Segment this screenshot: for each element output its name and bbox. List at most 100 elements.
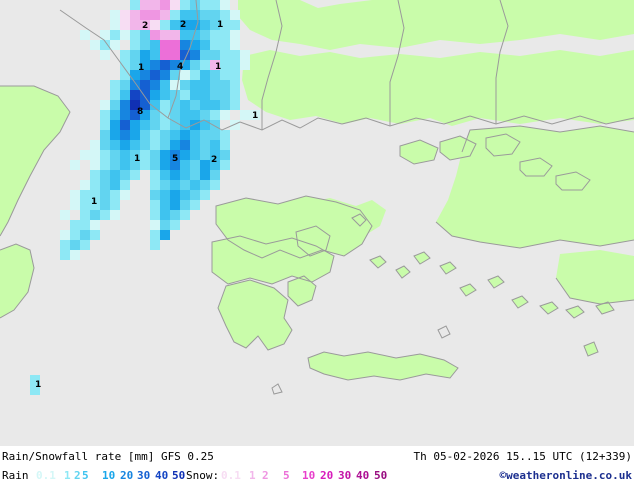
precip-cell — [210, 60, 220, 70]
precip-cell — [130, 100, 140, 110]
precip-cell — [220, 20, 240, 30]
precip-cell — [150, 20, 160, 30]
precip-cell — [160, 160, 170, 170]
precip-cell — [200, 140, 210, 150]
precip-cell — [100, 140, 110, 150]
precip-cell — [200, 70, 210, 80]
legend-scale-value: 20 — [120, 469, 134, 482]
precip-cell — [110, 120, 120, 130]
legend-scale-value: 2 — [74, 469, 81, 482]
precip-cell — [80, 180, 90, 190]
precip-cell — [60, 250, 70, 260]
precip-cell — [220, 150, 230, 160]
precip-cell — [180, 210, 190, 220]
precip-cell — [90, 210, 100, 220]
precip-cell — [160, 60, 170, 70]
precip-cell — [190, 80, 210, 90]
precip-cell — [100, 190, 110, 200]
precip-cell — [160, 220, 170, 230]
precip-value-label: 1 — [252, 111, 259, 121]
precip-cell — [140, 140, 150, 150]
precip-cell — [110, 200, 120, 210]
precip-cell — [110, 140, 120, 150]
precip-cell — [100, 120, 110, 130]
precip-cell — [230, 40, 240, 50]
precip-cell — [210, 70, 220, 80]
precip-cell — [110, 100, 120, 110]
precip-cell — [160, 0, 170, 10]
precip-cell — [210, 180, 220, 190]
precip-cell — [120, 140, 130, 150]
precip-cell — [100, 200, 110, 210]
precip-cell — [180, 150, 190, 160]
precip-cell — [140, 120, 150, 130]
precip-cell — [150, 150, 160, 160]
precip-cell — [180, 130, 190, 140]
precip-cell — [140, 0, 160, 10]
precip-cell — [120, 110, 130, 120]
precip-cell — [130, 150, 140, 160]
precip-cell — [80, 230, 90, 240]
rain-scale-label: Rain — [2, 469, 29, 482]
precip-cell — [70, 240, 80, 250]
precip-cell — [190, 170, 200, 180]
precip-cell — [150, 180, 160, 190]
precip-value-label: 2 — [142, 21, 149, 31]
precip-cell — [150, 90, 160, 100]
copyright-link[interactable]: ©weatheronline.co.uk — [499, 469, 632, 482]
precip-value-label: 4 — [177, 62, 184, 72]
precip-cell — [100, 150, 110, 160]
precip-cell — [150, 60, 160, 70]
precip-cell — [80, 210, 90, 220]
precip-value-label: 1 — [138, 63, 145, 73]
precip-value-label: 2 — [211, 155, 218, 165]
precip-cell — [160, 170, 170, 180]
precip-cell — [150, 220, 160, 230]
precip-value-label: 2 — [180, 20, 187, 30]
precip-cell — [160, 230, 170, 240]
precip-cell — [130, 140, 140, 150]
precip-cell — [190, 90, 210, 100]
precip-cell — [240, 60, 250, 70]
precip-cell — [160, 150, 170, 160]
legend-scale-value: 10 — [302, 469, 316, 482]
legend-scale-value: 30 — [137, 469, 151, 482]
precip-cell — [110, 160, 120, 170]
precip-cell — [190, 150, 200, 160]
precip-cell — [210, 20, 220, 30]
precip-cell — [130, 170, 140, 180]
precip-value-label: 5 — [172, 154, 179, 164]
precip-cell — [180, 180, 190, 190]
precip-cell — [220, 140, 230, 150]
precip-cell — [140, 150, 150, 160]
precip-cell — [210, 140, 220, 150]
precip-cell — [80, 200, 100, 210]
precip-cell — [180, 170, 190, 180]
precip-cell — [150, 80, 160, 90]
precip-cell — [120, 130, 130, 140]
precip-cell — [150, 190, 160, 200]
precip-cell — [170, 130, 180, 140]
precip-cell — [190, 200, 200, 210]
precip-cell — [70, 160, 80, 170]
precip-cell — [200, 190, 210, 200]
precip-cell — [160, 70, 170, 80]
precip-cell — [80, 150, 100, 160]
precip-value-label: 1 — [215, 62, 222, 72]
legend-scale-value: 50 — [374, 469, 388, 482]
precip-cell — [240, 110, 260, 120]
precip-cell — [160, 180, 170, 190]
precip-cell — [160, 200, 170, 210]
precip-cell — [200, 40, 210, 50]
precip-cell — [200, 170, 210, 180]
precip-cell — [150, 170, 160, 180]
precip-cell — [200, 60, 210, 70]
precip-cell — [220, 160, 230, 170]
precip-cell — [100, 100, 110, 110]
precip-cell — [150, 130, 160, 140]
precip-cell — [120, 190, 130, 200]
precip-value-label: 1 — [91, 197, 98, 207]
precip-cell — [160, 140, 170, 150]
